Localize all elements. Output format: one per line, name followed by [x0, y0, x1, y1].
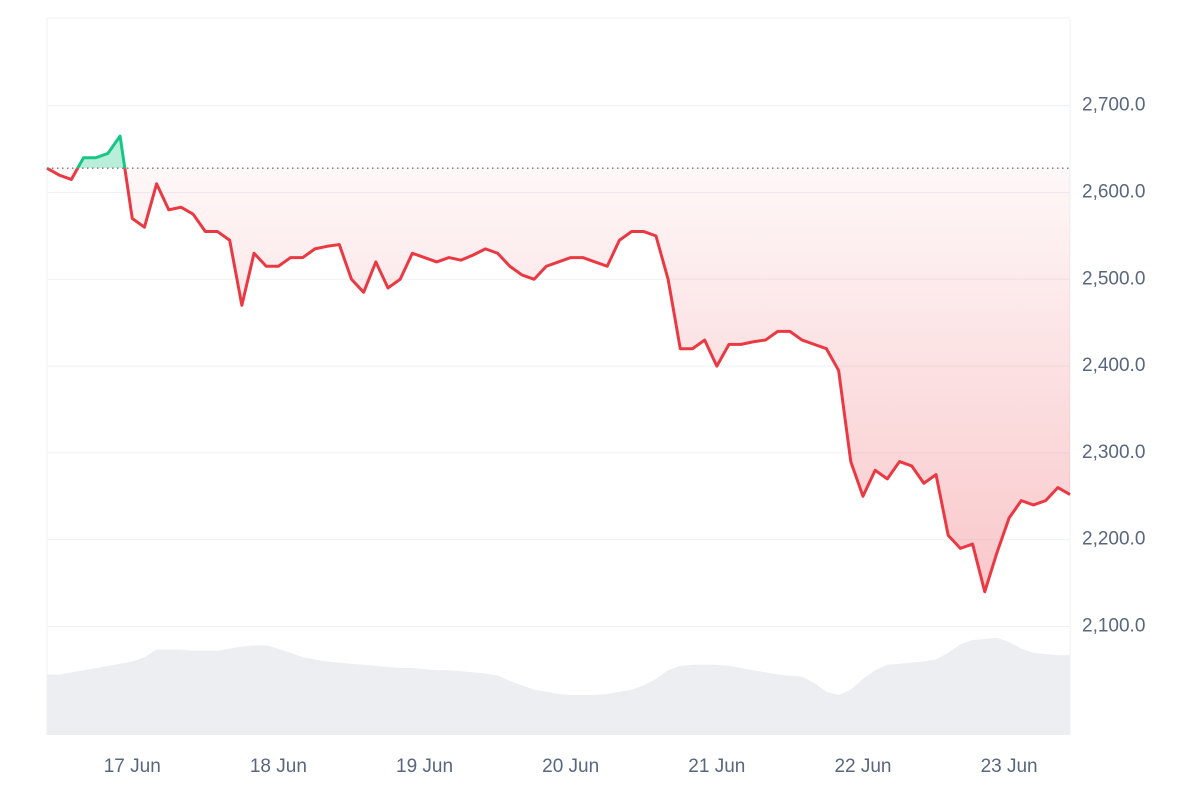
y-tick-label: 2,400.0: [1082, 355, 1145, 376]
y-tick-label: 2,100.0: [1082, 616, 1145, 637]
x-tick-label: 17 Jun: [104, 756, 161, 777]
y-tick-label: 2,300.0: [1082, 442, 1145, 463]
price-line-down: [46, 168, 1071, 594]
x-tick-label: 19 Jun: [396, 756, 453, 777]
y-tick-label: 2,600.0: [1082, 181, 1145, 202]
x-tick-label: 21 Jun: [688, 756, 745, 777]
up-area: [77, 136, 125, 169]
y-tick-label: 2,700.0: [1082, 95, 1145, 116]
x-tick-label: 18 Jun: [250, 756, 307, 777]
x-tick-label: 20 Jun: [542, 756, 599, 777]
down-area: [47, 168, 1070, 592]
x-tick-label: 23 Jun: [981, 756, 1038, 777]
volume-area: [47, 637, 1070, 735]
x-tick-label: 22 Jun: [834, 756, 891, 777]
y-tick-label: 2,500.0: [1082, 268, 1145, 289]
y-tick-label: 2,200.0: [1082, 529, 1145, 550]
